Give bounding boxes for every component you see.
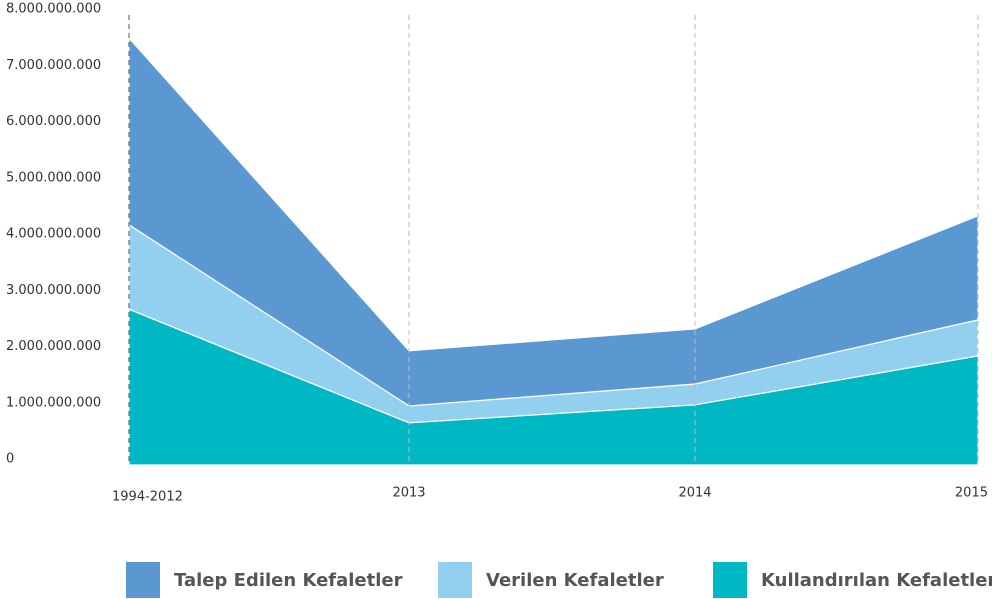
legend-swatch — [438, 562, 472, 598]
legend-swatch — [713, 562, 747, 598]
area — [128, 36, 979, 407]
x-tick-label: 2013 — [392, 486, 425, 501]
legend-label: Talep Edilen Kefaletler — [174, 570, 403, 591]
y-tick-label: 7.000.000.000 — [6, 58, 101, 73]
legend-label: Kullandırılan Kefaletler — [761, 570, 992, 591]
y-tick-label: 8.000.000.000 — [6, 2, 101, 17]
x-tick-label: 1994-2012 — [112, 490, 183, 505]
y-tick-label: 6.000.000.000 — [6, 114, 101, 129]
y-tick-label: 4.000.000.000 — [6, 227, 101, 242]
y-tick-label: 1.000.000.000 — [6, 395, 101, 410]
y-tick-label: 0 — [6, 452, 14, 467]
x-tick-label: 2015 — [955, 486, 988, 501]
legend-label: Verilen Kefaletler — [486, 570, 664, 591]
y-tick-label: 3.000.000.000 — [6, 283, 101, 298]
y-tick-label: 5.000.000.000 — [6, 170, 101, 185]
y-tick-label: 2.000.000.000 — [6, 339, 101, 354]
legend-swatch — [126, 562, 160, 598]
x-tick-label: 2014 — [678, 486, 711, 501]
